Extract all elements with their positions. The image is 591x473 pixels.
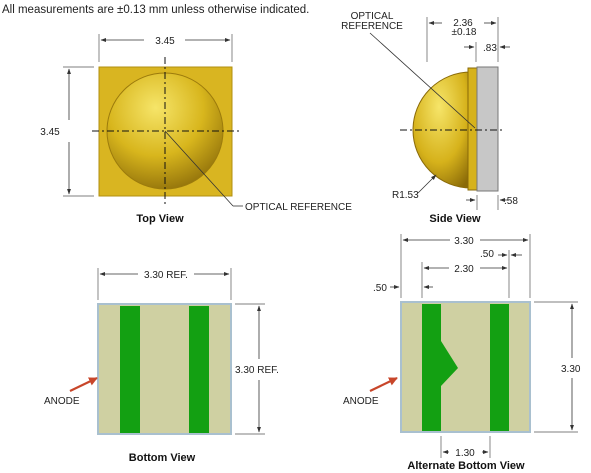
alt-dim-edge-offset-label: .50: [373, 283, 387, 294]
side-callout-line2: REFERENCE: [341, 21, 403, 32]
alt-pad-right: [490, 304, 509, 431]
side-dim-radius-label: R1.53: [392, 190, 419, 201]
alt-pad-left-anode: [422, 304, 458, 431]
bottom-anode-label: ANODE: [44, 396, 80, 407]
side-dim-tolerance-label: ±0.18: [452, 27, 477, 38]
bottom-anode-arrow: [69, 377, 98, 392]
bottom-pad-right: [189, 306, 209, 433]
side-lens-dome: [412, 71, 472, 189]
side-dim-lens-offset-label: .83: [483, 43, 497, 54]
side-substrate: [476, 66, 499, 192]
bottom-view-title: Bottom View: [129, 452, 196, 464]
alternate-bottom-view: 3.30 .50 2.30 .50 3.30 1.30 ANODE Altern…: [343, 234, 581, 472]
top-view-title: Top View: [136, 213, 184, 225]
optical-reference-leader: [164, 130, 234, 207]
alt-dim-height-label: 3.30: [561, 364, 581, 375]
alt-dim-center-label: 1.30: [455, 448, 475, 459]
side-callout-line1: OPTICAL: [351, 11, 394, 22]
top-view: 3.45 3.45 OPTICAL REFERENCE Top View: [40, 34, 352, 225]
bottom-substrate: [97, 303, 232, 435]
side-view: OPTICAL REFERENCE 2.36 ±0.18 .83 R1.53 .…: [341, 11, 518, 225]
side-dim-substrate-label: .58: [504, 196, 518, 207]
tolerance-note: All measurements are ±0.13 mm unless oth…: [2, 4, 309, 16]
alt-anode-label: ANODE: [343, 396, 379, 407]
alt-dim-gap-label: 2.30: [454, 264, 474, 275]
bottom-pad-left: [120, 306, 140, 433]
alt-anode-arrow: [369, 377, 398, 392]
dim-width-label: 3.45: [155, 36, 175, 47]
alt-substrate: [400, 301, 531, 433]
side-radius-leader: [417, 174, 437, 194]
side-callout-leader: [369, 32, 476, 129]
alt-dim-pad-width-label: .50: [480, 249, 494, 260]
side-view-title: Side View: [429, 213, 481, 225]
bottom-dim-height-label: 3.30 REF.: [235, 365, 279, 376]
side-frame: [467, 67, 478, 191]
dim-height-label: 3.45: [40, 127, 60, 138]
bottom-view: 3.30 REF. 3.30 REF. ANODE Bottom View: [44, 268, 279, 464]
alt-dim-width-label: 3.30: [454, 236, 474, 247]
alt-bottom-view-title: Alternate Bottom View: [407, 460, 525, 472]
optical-reference-callout: OPTICAL REFERENCE: [245, 202, 352, 213]
side-dim-height-label: 2.36: [453, 18, 473, 29]
bottom-dim-width-label: 3.30 REF.: [144, 270, 188, 281]
